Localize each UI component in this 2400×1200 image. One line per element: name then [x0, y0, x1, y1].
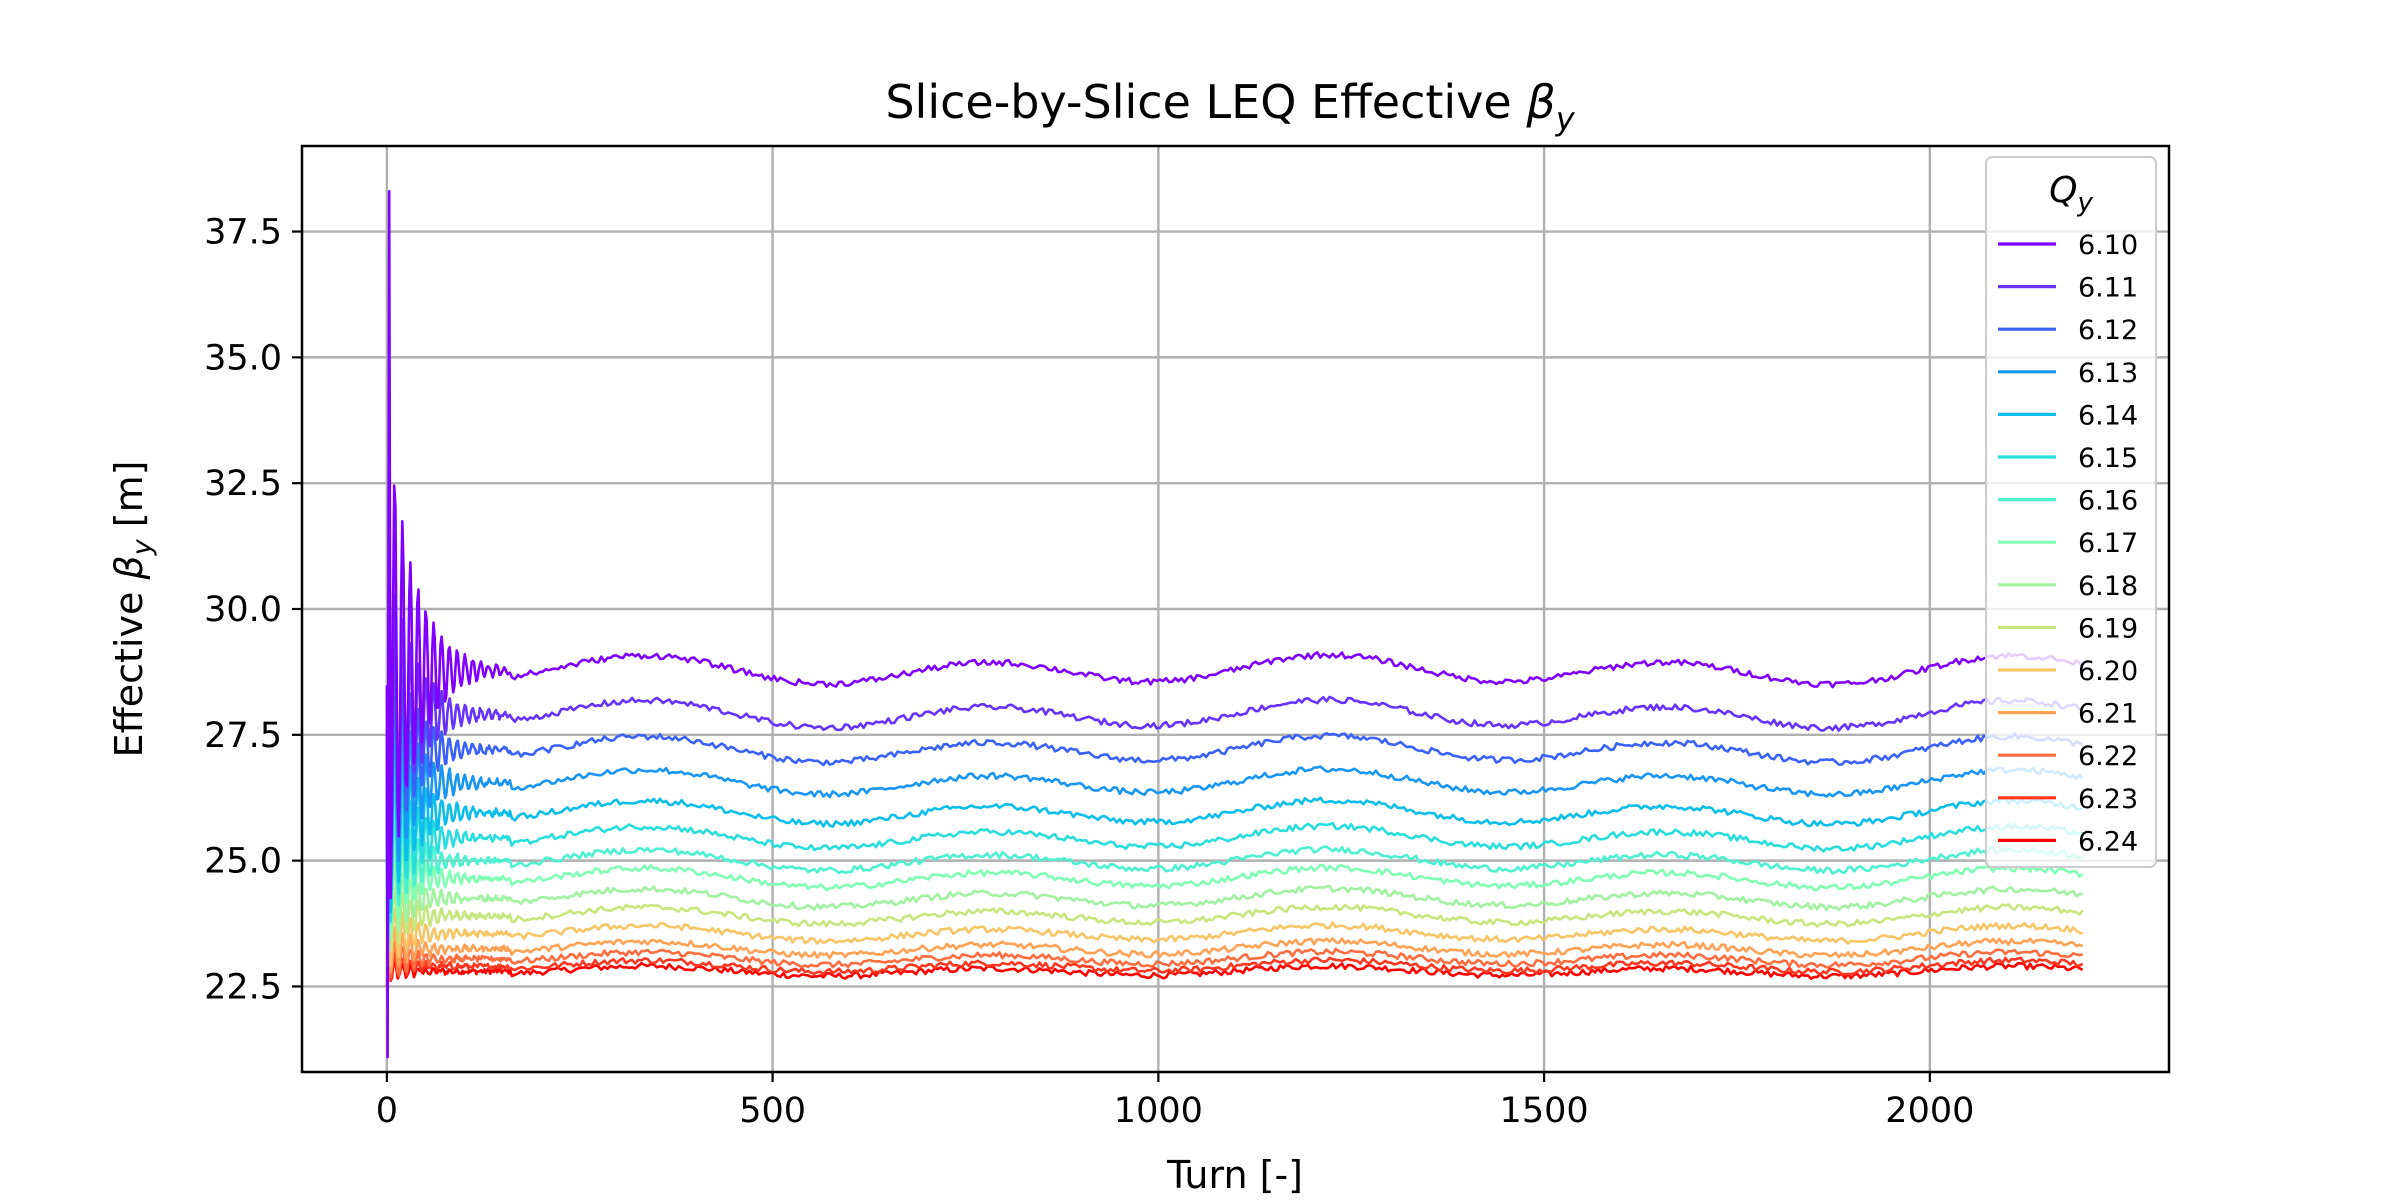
- series-line-6-22: [385, 914, 2083, 979]
- series-line-6-17: [385, 768, 2084, 963]
- legend-label: 6.13: [2078, 358, 2138, 389]
- x-tick-label: 500: [739, 1091, 806, 1131]
- x-tick-label: 1500: [1500, 1091, 1589, 1131]
- series-group: [385, 190, 2084, 1059]
- chart-title: Slice-by-Slice LEQ Effective βy: [885, 75, 1575, 138]
- y-tick-label: 32.5: [204, 464, 282, 504]
- legend-item: 6.18: [1998, 571, 2138, 602]
- legend-item: 6.20: [1998, 656, 2138, 687]
- legend-label: 6.17: [2078, 528, 2138, 559]
- legend-item: 6.14: [1998, 400, 2138, 431]
- legend-item: 6.23: [1998, 784, 2138, 815]
- x-axis: 0 500 1000 1500 2000: [376, 1072, 1974, 1131]
- legend-item: 6.11: [1998, 273, 2138, 304]
- series-line-6-20: [385, 869, 2083, 968]
- series-line-6-13: [385, 557, 2084, 973]
- legend-item: 6.13: [1998, 358, 2138, 389]
- legend-label: 6.19: [2078, 613, 2138, 644]
- y-tick-label: 25.0: [204, 842, 282, 882]
- legend-label: 6.15: [2078, 443, 2138, 474]
- series-line-6-15: [385, 668, 2084, 968]
- legend-label: 6.18: [2078, 571, 2138, 602]
- legend-item: 6.15: [1998, 443, 2138, 474]
- legend-label: 6.22: [2078, 741, 2138, 772]
- series-line-6-10: [385, 190, 2084, 1059]
- x-tick-label: 1000: [1114, 1091, 1203, 1131]
- legend-label: 6.10: [2078, 230, 2138, 261]
- legend-item: 6.22: [1998, 741, 2138, 772]
- y-tick-label: 35.0: [204, 338, 282, 378]
- legend-item: 6.16: [1998, 486, 2138, 517]
- legend-label: 6.23: [2078, 784, 2138, 815]
- legend-item: 6.12: [1998, 315, 2138, 346]
- series-line-6-21: [385, 894, 2084, 974]
- y-tick-label: 37.5: [204, 213, 282, 253]
- y-tick-label: 27.5: [204, 716, 282, 756]
- series-line-6-16: [385, 728, 2083, 968]
- grid: [302, 146, 2169, 1072]
- y-tick-label: 30.0: [204, 590, 282, 630]
- x-axis-label: Turn [-]: [1166, 1153, 1303, 1197]
- legend-label: 6.20: [2078, 656, 2138, 687]
- series-line-6-12: [385, 507, 2084, 993]
- legend-item: 6.19: [1998, 613, 2138, 644]
- series-line-6-11: [385, 406, 2083, 963]
- legend-label: 6.16: [2078, 486, 2138, 517]
- legend-title: Qy: [2049, 170, 2093, 218]
- legend-label: 6.21: [2078, 699, 2138, 730]
- series-line-6-18: [385, 809, 2083, 963]
- legend-box: [1985, 156, 2157, 868]
- legend-item: 6.21: [1998, 699, 2138, 730]
- y-axis-label: Effective βy [m]: [107, 461, 158, 758]
- legend: Qy 6.106.116.126.136.146.156.166.176.186…: [1985, 156, 2157, 868]
- x-tick-label: 0: [376, 1091, 398, 1131]
- y-tick-label: 22.5: [204, 967, 282, 1007]
- x-tick-label: 2000: [1885, 1091, 1974, 1131]
- series-line-6-24: [385, 949, 2084, 987]
- legend-item: 6.24: [1998, 826, 2138, 857]
- series-line-6-19: [385, 839, 2084, 963]
- legend-items: 6.10 6.11 6.12 6.13 6.14 6.15 6.16 6.17 6.18 6.19…: [1998, 230, 2138, 857]
- legend-label: 6.14: [2078, 400, 2138, 431]
- legend-item: 6.10: [1998, 230, 2138, 261]
- series-line-6-23: [385, 934, 2084, 983]
- legend-item: 6.17: [1998, 528, 2138, 559]
- legend-label: 6.24: [2078, 826, 2138, 857]
- legend-label: 6.12: [2078, 315, 2138, 346]
- legend-label: 6.11: [2078, 273, 2138, 304]
- series-line-6-14: [385, 607, 2083, 983]
- y-axis: 22.5 25.0 27.5 30.0 32.5 35.0 37.5: [204, 213, 302, 1007]
